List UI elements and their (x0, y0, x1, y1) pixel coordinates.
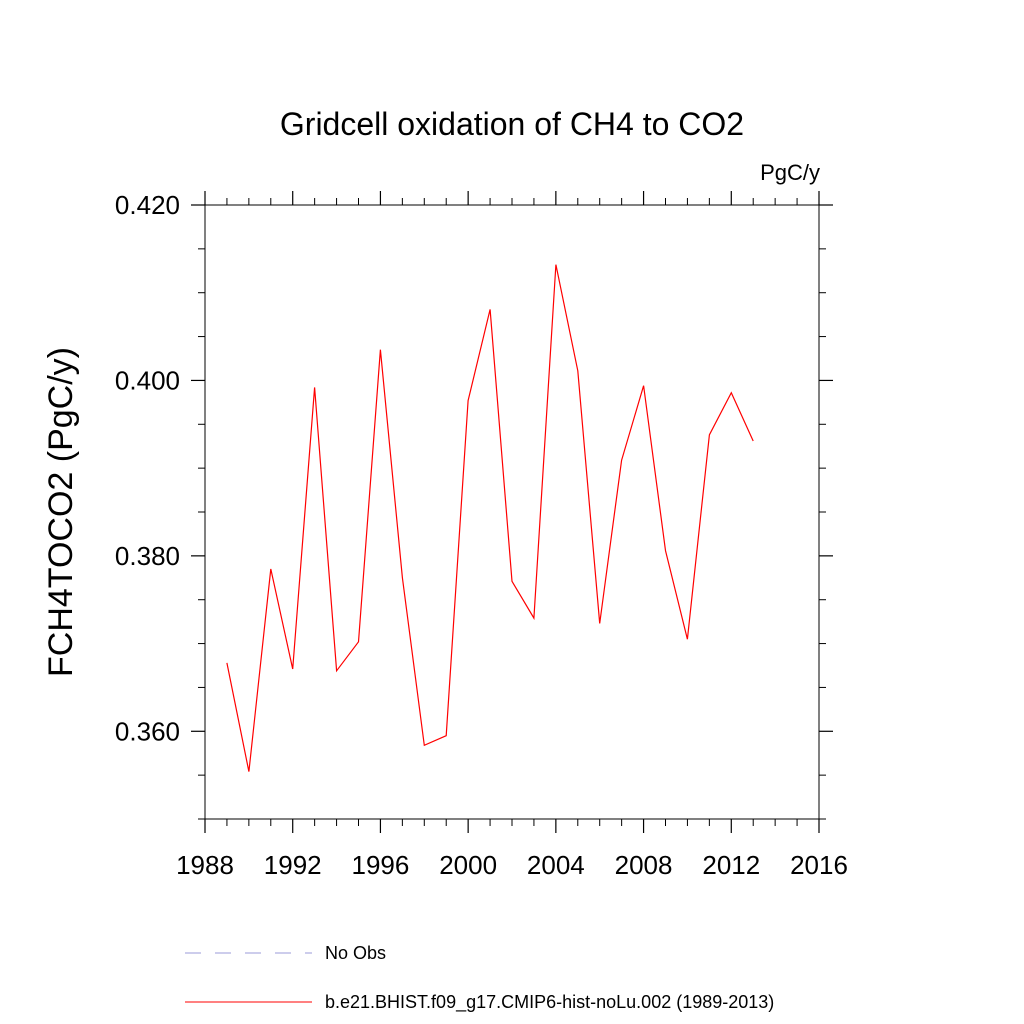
y-tick-label: 0.380 (115, 541, 180, 571)
plot-frame (204, 204, 820, 820)
legend-label: b.e21.BHIST.f09_g17.CMIP6-hist-noLu.002 … (325, 992, 774, 1013)
x-tick-label: 2008 (615, 850, 673, 880)
series-line (226, 264, 754, 772)
x-tick-label: 2016 (790, 850, 848, 880)
y-tick-label: 0.420 (115, 190, 180, 220)
legend-label: No Obs (325, 943, 386, 963)
y-axis-label: FCH4TOCO2 (PgC/y) (42, 347, 80, 677)
x-tick-label: 1988 (176, 850, 234, 880)
x-tick-label: 2012 (702, 850, 760, 880)
series-layer (226, 264, 754, 772)
x-tick-label: 2000 (439, 850, 497, 880)
y-tick-label: 0.360 (115, 716, 180, 746)
units-label: PgC/y (760, 160, 820, 185)
x-tick-label: 1996 (352, 850, 410, 880)
y-tick-label: 0.400 (115, 365, 180, 395)
legend: No Obs b.e21.BHIST.f09_g17.CMIP6-hist-noL… (185, 943, 774, 1013)
chart-title: Gridcell oxidation of CH4 to CO2 (280, 106, 744, 142)
ticks-layer: 1988 1992 1996 2000 2004 2008 2012 2016 0.360 0.3… (115, 190, 848, 880)
x-tick-label: 1992 (264, 850, 322, 880)
x-tick-label: 2004 (527, 850, 585, 880)
